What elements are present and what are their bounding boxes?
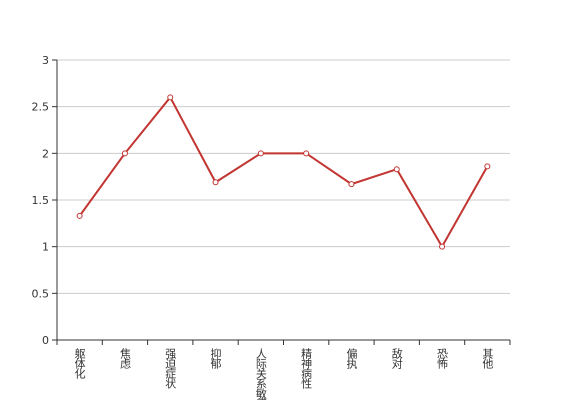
x-tick-label: 强迫症状 xyxy=(164,348,177,389)
x-tick-label: 焦虑 xyxy=(118,348,131,369)
point xyxy=(393,166,400,173)
x-tick-label: 抑郁 xyxy=(209,347,222,369)
point xyxy=(76,212,83,219)
point xyxy=(303,150,310,157)
line xyxy=(78,95,489,249)
x-tick-label: 偏执 xyxy=(345,347,358,370)
y-tick-label: 1.5 xyxy=(32,194,50,207)
point xyxy=(212,179,219,186)
y-tick-label: 0.5 xyxy=(32,287,50,300)
point xyxy=(484,163,491,170)
point xyxy=(348,181,355,188)
point xyxy=(167,94,174,101)
y-tick-label: 0 xyxy=(42,334,49,347)
x-tick-label: 恐怖 xyxy=(436,348,449,369)
point xyxy=(121,150,128,157)
x-tick-label: 精神病性 xyxy=(300,348,313,390)
point xyxy=(439,243,446,250)
y-tick-label: 2 xyxy=(42,147,49,160)
x-tick-label: 敌对 xyxy=(390,347,403,369)
point xyxy=(257,150,264,157)
y-tick-label: 3 xyxy=(42,54,49,67)
y-tick-label: 2.5 xyxy=(32,101,50,114)
x-tick-label: 其他 xyxy=(481,348,494,369)
x-tick-label: 躯体化 xyxy=(73,348,86,380)
x-tick-label: 人际关系敏感 xyxy=(254,348,267,400)
y-tick-label: 1 xyxy=(42,241,49,254)
